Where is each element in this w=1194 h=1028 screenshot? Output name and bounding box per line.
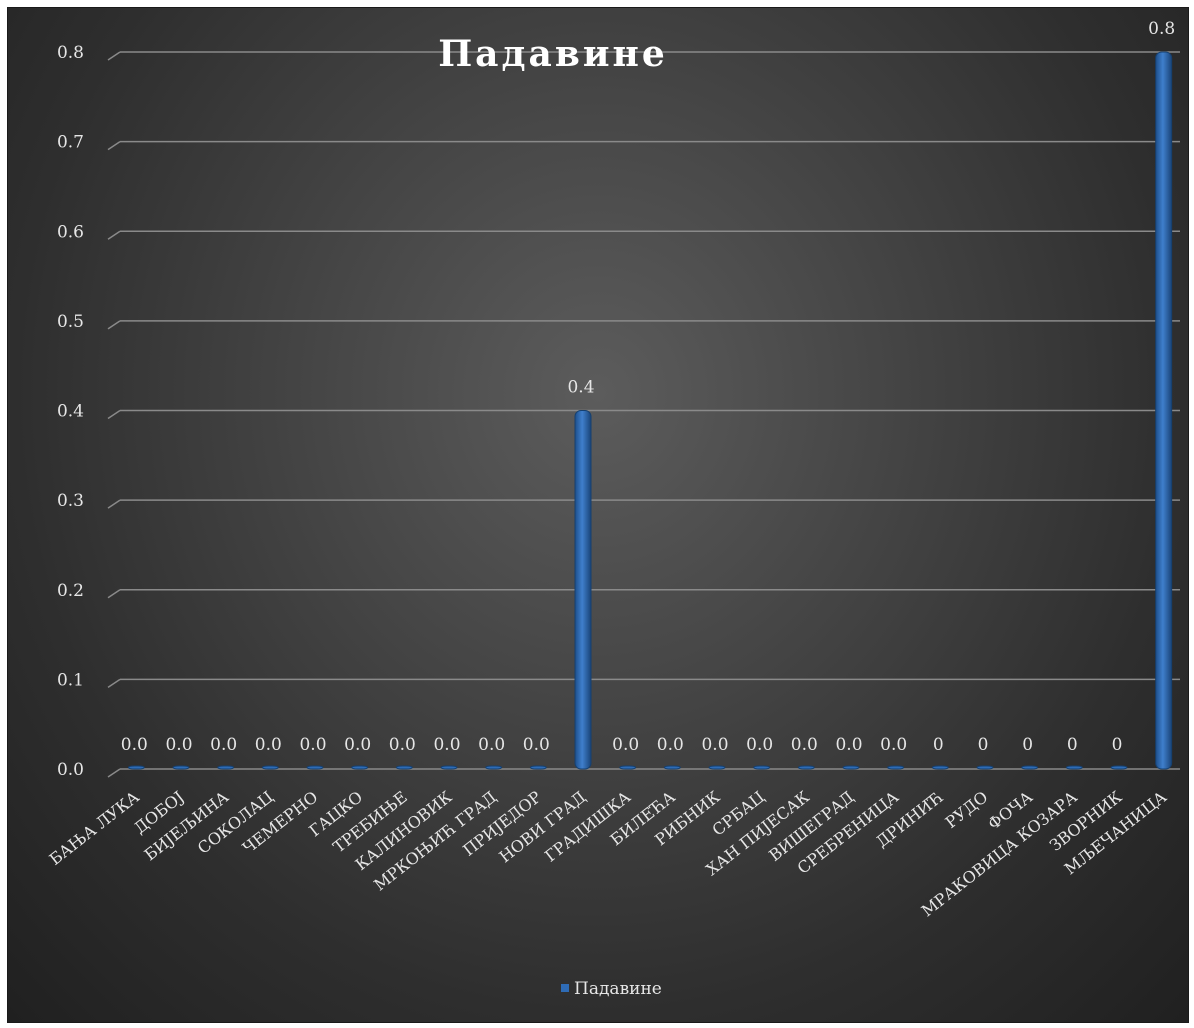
bar xyxy=(1110,765,1128,770)
data-label: 0.0 xyxy=(165,735,192,755)
bar xyxy=(574,410,592,770)
data-label: 0.0 xyxy=(433,735,460,755)
data-label: 0.0 xyxy=(210,735,237,755)
gridline-depth xyxy=(107,320,121,330)
data-label: 0 xyxy=(933,735,944,755)
bar xyxy=(485,765,503,770)
bar xyxy=(529,765,547,770)
legend-series-label: Падавине xyxy=(574,979,662,999)
bar xyxy=(440,765,458,770)
data-label: 0.0 xyxy=(121,735,148,755)
data-label: 0.0 xyxy=(344,735,371,755)
bar xyxy=(127,765,145,770)
bar xyxy=(842,765,860,770)
data-label: 0.0 xyxy=(612,735,639,755)
data-label: 0.0 xyxy=(701,735,728,755)
data-label: 0 xyxy=(1067,735,1078,755)
data-label: 0 xyxy=(1022,735,1033,755)
x-category-label: РУДО xyxy=(942,787,992,832)
gridline-depth xyxy=(107,230,121,240)
gridline-depth xyxy=(107,678,121,688)
y-tick-label: 0.6 xyxy=(57,222,84,242)
data-label: 0.0 xyxy=(389,735,416,755)
data-label: 0 xyxy=(978,735,989,755)
bar xyxy=(306,765,324,770)
y-tick-label: 0.5 xyxy=(57,312,84,332)
data-label: 0.0 xyxy=(523,735,550,755)
bar xyxy=(351,765,369,770)
gridline-depth xyxy=(107,589,121,599)
bar xyxy=(395,765,413,770)
bar xyxy=(619,765,637,770)
precipitation-chart: 0.0 0.1 0.2 0.3 0.4 0.5 0.6 0.7 0.8 0.0 0.0 0.0 0.0… xyxy=(46,19,1180,999)
data-label: 0.0 xyxy=(746,735,773,755)
data-label: 0 xyxy=(1112,735,1123,755)
legend: Падавине xyxy=(561,979,662,999)
gridline-depth xyxy=(107,409,121,420)
y-tick-label: 0.7 xyxy=(57,133,84,153)
y-tick-label: 0.0 xyxy=(57,760,84,780)
y-tick-label: 0.1 xyxy=(57,670,84,690)
legend-swatch xyxy=(561,984,569,992)
bar xyxy=(976,765,994,770)
data-label: 0.0 xyxy=(880,735,907,755)
data-label: 0.0 xyxy=(657,735,684,755)
bar xyxy=(1021,765,1039,770)
bar xyxy=(1155,51,1173,770)
data-label: 0.0 xyxy=(791,735,818,755)
chart-frame: 0.0 0.1 0.2 0.3 0.4 0.5 0.6 0.7 0.8 0.0 0.0 0.0 0.0… xyxy=(8,8,1188,1022)
bar xyxy=(887,765,905,770)
gridline-depth xyxy=(107,51,121,61)
bar xyxy=(797,765,815,770)
bar xyxy=(261,765,279,770)
data-label: 0.0 xyxy=(835,735,862,755)
data-label: 0.4 xyxy=(567,378,594,398)
gridline-depth xyxy=(107,141,121,151)
data-label: 0.0 xyxy=(255,735,282,755)
bar xyxy=(217,765,235,770)
y-tick-label: 0.4 xyxy=(57,402,84,422)
x-category-label: БАЊА ЛУКА xyxy=(46,787,143,869)
gridline-depth xyxy=(107,768,121,778)
bar xyxy=(663,765,681,770)
data-label: 0.8 xyxy=(1148,19,1175,39)
data-label: 0.0 xyxy=(478,735,505,755)
chart-title: Падавине xyxy=(438,33,668,75)
bar xyxy=(753,765,771,770)
gridline-depth xyxy=(107,499,121,509)
bar xyxy=(172,765,190,770)
bar xyxy=(1065,765,1083,770)
y-tick-label: 0.3 xyxy=(57,491,84,511)
bar xyxy=(708,765,726,770)
data-label: 0.0 xyxy=(299,735,326,755)
y-tick-label: 0.8 xyxy=(57,43,84,63)
y-tick-label: 0.2 xyxy=(57,581,84,601)
bar xyxy=(931,765,949,770)
